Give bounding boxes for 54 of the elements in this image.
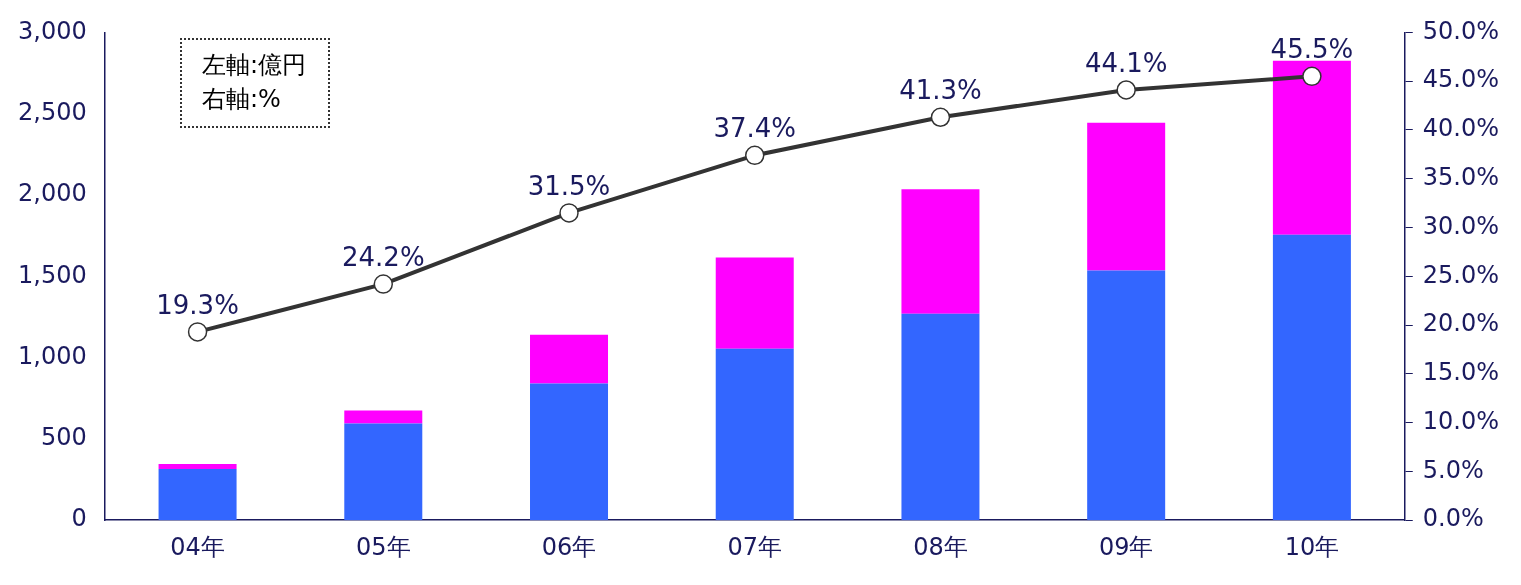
data-label: 41.3% [899, 75, 982, 106]
x-tick-label: 06年 [541, 532, 597, 561]
data-label: 24.2% [341, 241, 425, 272]
x-tick-label: 10年 [1284, 532, 1340, 561]
bar [344, 410, 423, 424]
y2-tick-label: 45.0% [1422, 65, 1500, 94]
y-tick-label: 0 [71, 504, 87, 533]
annotation: 左軸:億円 [202, 50, 307, 81]
bar [530, 334, 609, 384]
bar [1087, 122, 1166, 271]
y2-tick-label: 25.0% [1422, 260, 1500, 289]
y2-tick-label: 0.0% [1422, 504, 1484, 533]
y-tick-label: 2,000 [17, 179, 87, 208]
data-label: 31.5% [527, 170, 611, 201]
y2-tick-label: 15.0% [1422, 358, 1500, 387]
data-label: 44.1% [1084, 47, 1168, 78]
point [1302, 66, 1322, 87]
x-tick-label: 09年 [1098, 532, 1154, 561]
x-tick-label: 04年 [170, 532, 225, 561]
annotation: 右軸:% [202, 84, 282, 115]
x-tick-label: 05年 [356, 532, 411, 561]
bar [901, 313, 980, 521]
bar [901, 189, 980, 314]
bar [1272, 234, 1351, 521]
y2-tick-label: 20.0% [1422, 309, 1500, 338]
data-label: 37.4% [713, 113, 797, 144]
bar [1272, 60, 1351, 235]
y-tick-label: 1,500 [17, 260, 87, 289]
y-tick-label: 1,000 [17, 341, 87, 370]
bar [158, 464, 237, 469]
point [559, 203, 579, 223]
data-label: 19.3% [156, 289, 239, 320]
y2-tick-label: 10.0% [1422, 406, 1500, 435]
bar [715, 348, 794, 521]
y2-tick-label: 5.0% [1422, 455, 1484, 484]
point [373, 274, 394, 294]
point [930, 107, 951, 128]
point [1116, 80, 1136, 100]
bar [715, 257, 794, 349]
y2-tick-label: 35.0% [1422, 162, 1500, 191]
bar [1087, 270, 1166, 521]
y2-tick-label: 30.0% [1422, 211, 1500, 240]
y2-tick-label: 50.0% [1422, 16, 1500, 45]
point [744, 145, 765, 166]
data-label: 45.5% [1270, 34, 1354, 65]
bar [530, 383, 609, 521]
bar [158, 468, 237, 521]
x-tick-label: 08年 [913, 532, 968, 561]
y2-tick-label: 40.0% [1422, 114, 1500, 143]
y-tick-label: 500 [40, 423, 87, 452]
y-tick-label: 2,500 [17, 97, 87, 126]
x-tick-label: 07年 [727, 532, 783, 561]
bar [344, 423, 423, 521]
y-tick-label: 3,000 [17, 16, 87, 45]
